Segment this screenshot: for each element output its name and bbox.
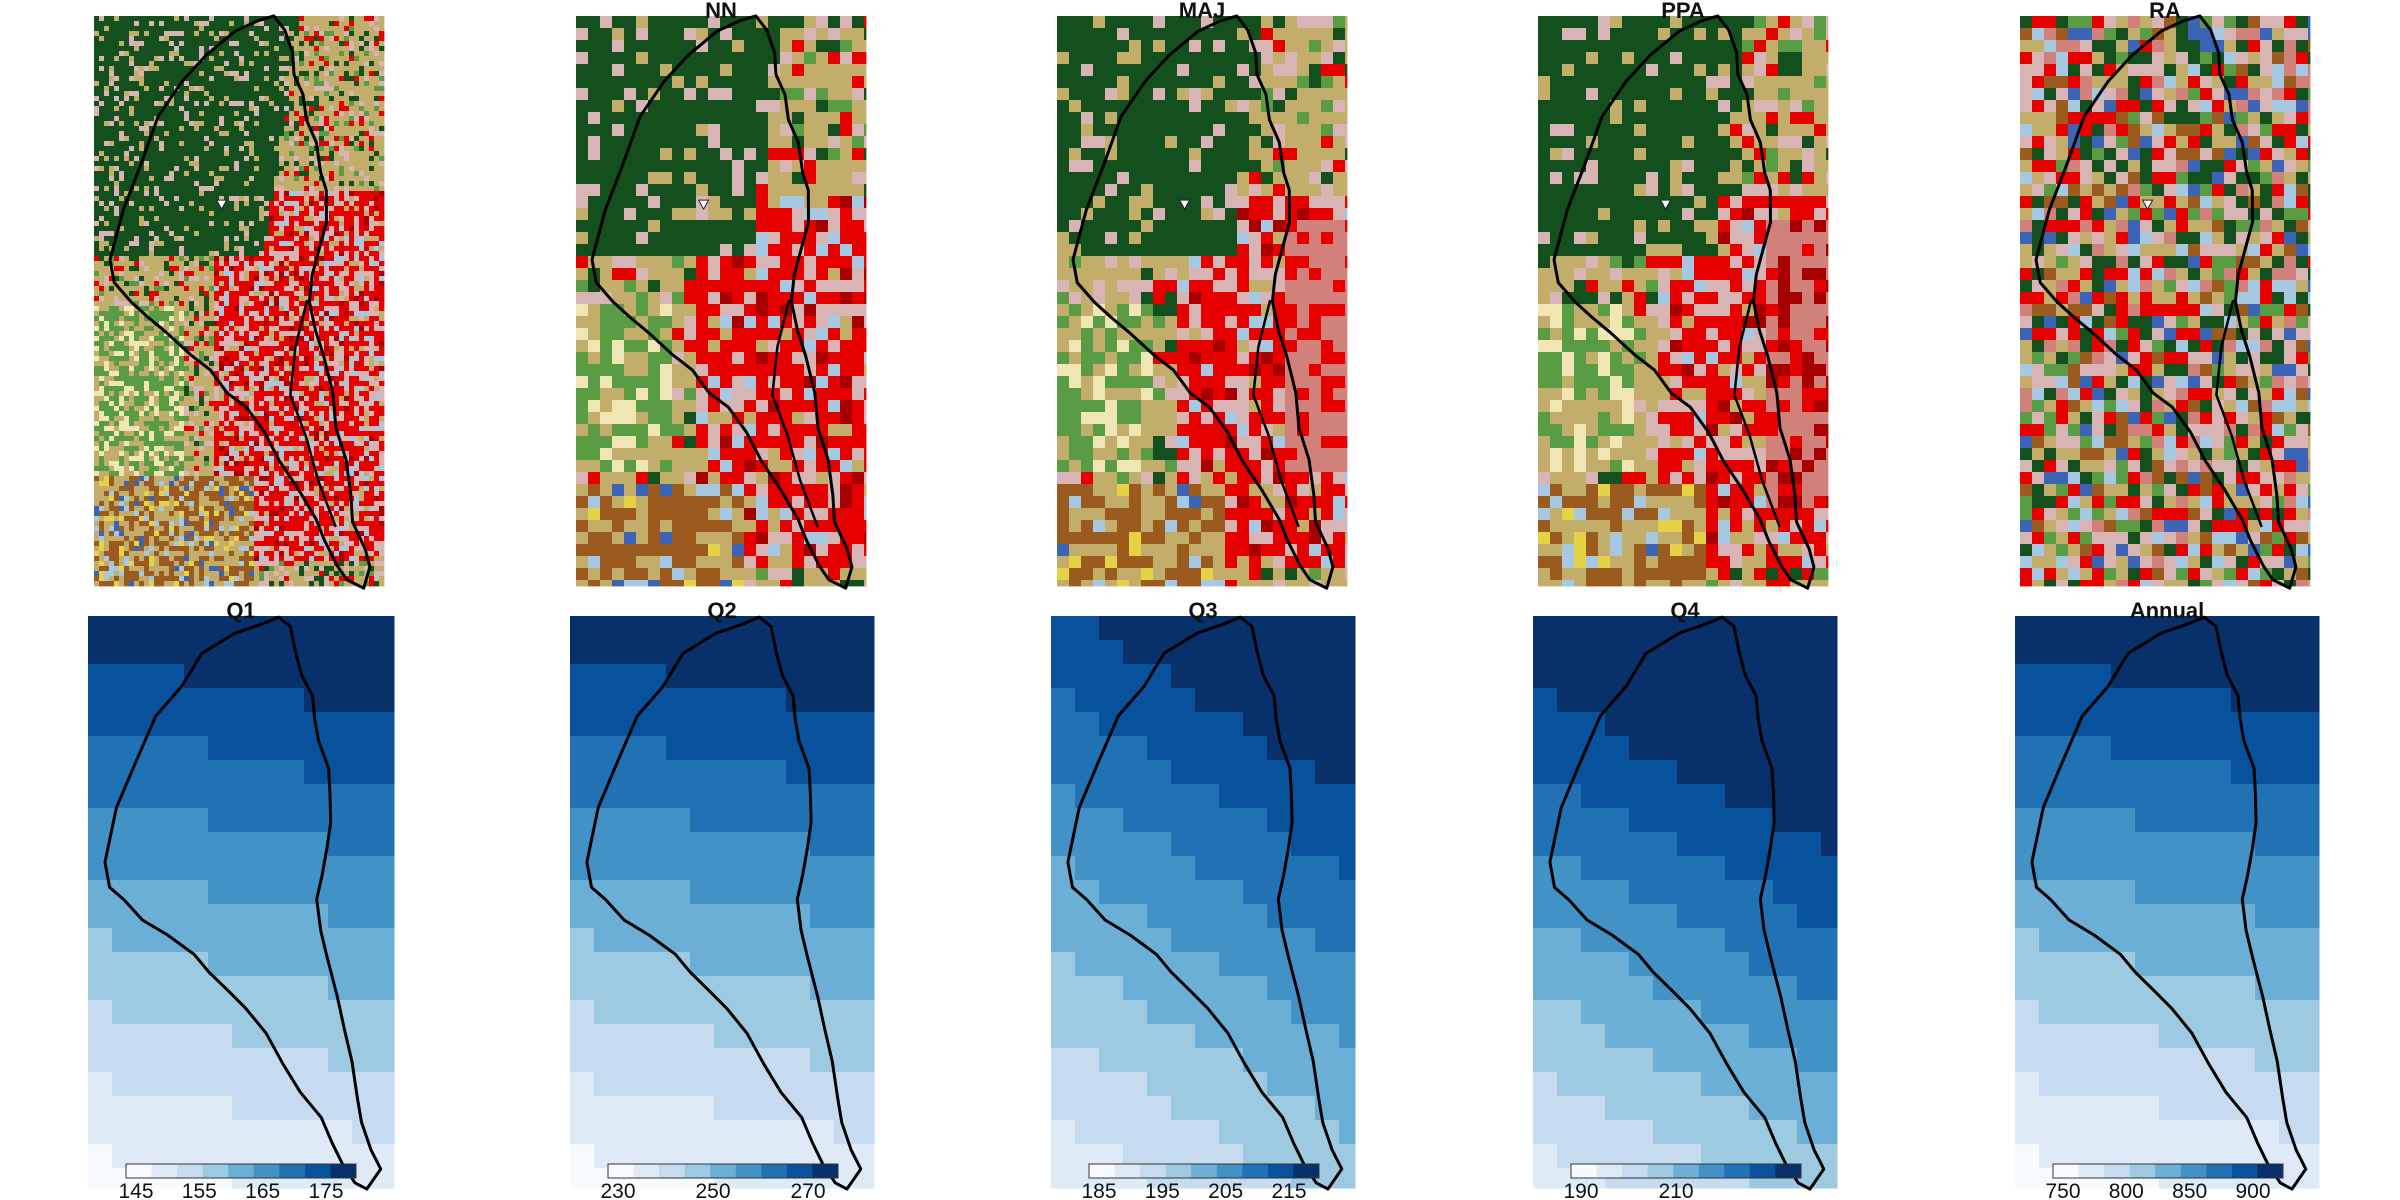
precip-grid xyxy=(1051,616,1356,1189)
colorbar-tick-label: 230 xyxy=(600,1180,635,1200)
landcover-panel-maj: MAJ xyxy=(1057,0,1348,590)
panel-title: Q3 xyxy=(1188,598,1217,623)
catchment-boundary xyxy=(1066,615,1344,1191)
catchment-boundary xyxy=(108,14,372,590)
landcover-panel-original xyxy=(94,14,385,590)
gauge-marker-icon xyxy=(697,199,710,211)
catchment-boundary xyxy=(1071,14,1335,590)
precip-grid xyxy=(2015,616,2320,1189)
panel-title: Q1 xyxy=(226,598,255,623)
landcover-row: NN MAJ PPA RA xyxy=(94,0,2311,590)
subbasin-boundary xyxy=(289,299,337,528)
colorbar-tick-label: 800 xyxy=(2109,1180,2144,1200)
colorbar-tick-label: 175 xyxy=(308,1180,343,1200)
catchment-boundary xyxy=(1552,14,1816,590)
colorbar-tick-label: 850 xyxy=(2172,1180,2207,1200)
precip-panel-q3: Q3 185 195 205 215 xyxy=(1051,598,1356,1200)
panel-title: RA xyxy=(2149,0,2181,23)
panel-title: PPA xyxy=(1661,0,1705,23)
colorbar-tick-label: 185 xyxy=(1081,1180,1116,1200)
colorbar-tick-label: 750 xyxy=(2045,1180,2080,1200)
panel-title: Q4 xyxy=(1670,598,1700,623)
colorbar-tick-label: 250 xyxy=(695,1180,730,1200)
catchment-boundary xyxy=(590,14,854,590)
colorbar-tick-label: 270 xyxy=(790,1180,825,1200)
landcover-panel-ra: RA xyxy=(2020,0,2311,590)
colorbar: 190 210 xyxy=(1563,1163,1802,1200)
panel-title: Q2 xyxy=(707,598,736,623)
gauge-marker-icon xyxy=(215,199,228,211)
colorbar-tick-label: 165 xyxy=(245,1180,280,1200)
landcover-grid xyxy=(94,16,385,587)
gauge-marker-icon xyxy=(1659,199,1672,211)
colorbar: 230 250 270 xyxy=(600,1163,839,1200)
precip-grid xyxy=(1533,616,1838,1189)
catchment-boundary xyxy=(2030,615,2308,1191)
colorbar-tick-label: 205 xyxy=(1208,1180,1243,1200)
catchment-boundary xyxy=(1548,615,1826,1191)
colorbar-tick-label: 900 xyxy=(2235,1180,2270,1200)
colorbar-tick-label: 155 xyxy=(182,1180,217,1200)
colorbar: 750 800 850 900 xyxy=(2045,1163,2284,1200)
catchment-boundary xyxy=(103,615,383,1191)
colorbar: 145 155 165 175 xyxy=(118,1163,357,1200)
colorbar-tick-label: 215 xyxy=(1271,1180,1306,1200)
landcover-panel-ppa: PPA xyxy=(1538,0,1829,590)
subbasin-boundary xyxy=(1252,299,1300,528)
precip-panel-q1: Q1 145 155 165 175 xyxy=(88,598,395,1200)
colorbar-tick-label: 190 xyxy=(1563,1180,1598,1200)
subbasin-boundary xyxy=(1733,299,1781,528)
precip-grid xyxy=(88,616,395,1189)
landcover-grid xyxy=(576,16,867,587)
colorbar-tick-label: 145 xyxy=(118,1180,153,1200)
landcover-grid xyxy=(1538,16,1829,587)
colorbar-tick-label: 210 xyxy=(1658,1180,1693,1200)
precip-grid xyxy=(570,616,875,1189)
gauge-marker-icon xyxy=(1178,199,1191,211)
landcover-grid xyxy=(2020,16,2311,587)
subbasin-boundary xyxy=(2215,299,2263,528)
panel-title: Annual xyxy=(2130,598,2205,623)
subbasin-boundary xyxy=(771,299,819,528)
precip-panel-q2: Q2 230 250 270 xyxy=(570,598,875,1200)
catchment-boundary xyxy=(585,615,863,1191)
precip-panel-q4: Q4 190 210 xyxy=(1533,598,1838,1200)
colorbar: 185 195 205 215 xyxy=(1081,1163,1320,1200)
gauge-marker-icon xyxy=(2141,199,2154,211)
colorbar-tick-label: 195 xyxy=(1145,1180,1180,1200)
panel-title: MAJ xyxy=(1179,0,1225,23)
precip-panel-annual: Annual 750 800 850 900 xyxy=(2015,598,2320,1200)
landcover-panel-nn: NN xyxy=(576,0,867,590)
landcover-grid xyxy=(1057,16,1348,587)
panel-title: NN xyxy=(705,0,737,23)
catchment-boundary xyxy=(2034,14,2298,590)
